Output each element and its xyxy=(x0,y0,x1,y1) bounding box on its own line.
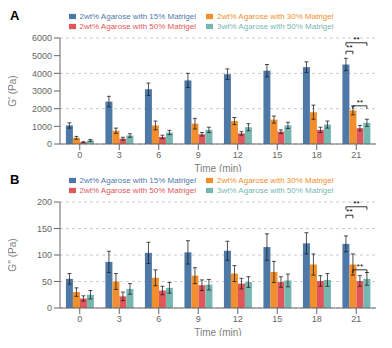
svg-text:150: 150 xyxy=(37,224,52,234)
svg-text:15: 15 xyxy=(272,314,282,324)
svg-text:**: ** xyxy=(346,207,352,216)
svg-text:200: 200 xyxy=(37,197,52,207)
svg-text:3000: 3000 xyxy=(32,86,52,96)
svg-text:**: ** xyxy=(353,35,359,44)
svg-text:G' (Pa): G' (Pa) xyxy=(8,75,18,106)
svg-text:6: 6 xyxy=(156,314,161,324)
svg-text:0: 0 xyxy=(77,314,82,324)
svg-text:3: 3 xyxy=(117,150,122,160)
html-text:3wt% Agarose with 50% Matrigel: 3wt% Agarose with 50% Matrigel xyxy=(217,186,334,195)
html-text:2wt% Agarose with 15% Matrigel: 2wt% Agarose with 15% Matrigel xyxy=(79,176,196,185)
svg-text:5000: 5000 xyxy=(32,51,52,61)
svg-text:15: 15 xyxy=(272,150,282,160)
svg-text:**: ** xyxy=(357,98,363,107)
svg-text:9: 9 xyxy=(196,314,201,324)
html-text:2wt% Agarose with 50% Matrigel: 2wt% Agarose with 50% Matrigel xyxy=(79,22,196,31)
svg-text:4000: 4000 xyxy=(32,69,52,79)
svg-text:0: 0 xyxy=(47,303,52,313)
svg-text:12: 12 xyxy=(233,150,243,160)
html-text:3wt% Agarose with 50% Matrigel: 3wt% Agarose with 50% Matrigel xyxy=(217,22,334,31)
svg-text:9: 9 xyxy=(196,150,201,160)
html-text:2wt% Agarose with 30% Matrigel: 2wt% Agarose with 30% Matrigel xyxy=(217,12,334,21)
svg-text:21: 21 xyxy=(351,314,361,324)
html-text:B: B xyxy=(10,172,20,187)
svg-text:6000: 6000 xyxy=(32,33,52,43)
svg-text:**: ** xyxy=(357,262,363,271)
html-text:2wt% Agarose with 30% Matrigel: 2wt% Agarose with 30% Matrigel xyxy=(217,176,334,185)
svg-text:0: 0 xyxy=(77,150,82,160)
svg-text:21: 21 xyxy=(351,150,361,160)
svg-text:G'' (Pa): G'' (Pa) xyxy=(8,238,18,271)
svg-text:Time (min): Time (min) xyxy=(194,163,241,172)
svg-text:50: 50 xyxy=(42,277,52,287)
html-text:2wt% Agarose with 50% Matrigel: 2wt% Agarose with 50% Matrigel xyxy=(79,186,196,195)
svg-text:0: 0 xyxy=(47,139,52,149)
svg-text:18: 18 xyxy=(312,314,322,324)
svg-text:100: 100 xyxy=(37,250,52,260)
svg-text:**: ** xyxy=(346,43,352,52)
svg-text:12: 12 xyxy=(233,314,243,324)
html-text:2wt% Agarose with 15% Matrigel: 2wt% Agarose with 15% Matrigel xyxy=(79,12,196,21)
svg-text:3: 3 xyxy=(117,314,122,324)
svg-text:1000: 1000 xyxy=(32,122,52,132)
svg-text:Time (min): Time (min) xyxy=(194,327,241,336)
svg-text:6: 6 xyxy=(156,150,161,160)
svg-text:18: 18 xyxy=(312,150,322,160)
svg-text:**: ** xyxy=(353,199,359,208)
svg-text:2000: 2000 xyxy=(32,104,52,114)
html-text:A: A xyxy=(10,8,20,23)
